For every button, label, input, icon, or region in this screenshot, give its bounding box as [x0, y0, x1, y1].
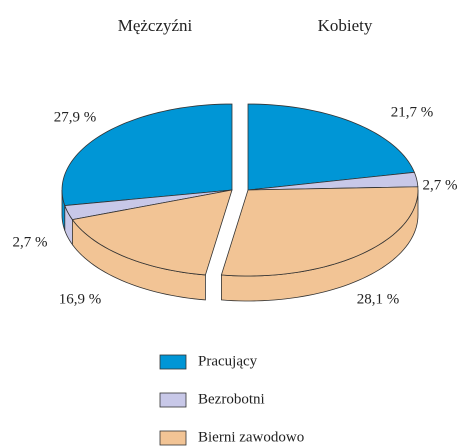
data-label: 28,1 %: [357, 291, 400, 307]
series-title: Mężczyźni: [118, 16, 193, 35]
legend-label: Bierni zawodowo: [198, 429, 304, 445]
slice: [247, 103, 415, 191]
legend-swatch: [159, 430, 187, 446]
slice: [247, 171, 419, 191]
legend-swatch: [159, 354, 187, 370]
legend-label: Bezrobotni: [198, 391, 265, 407]
data-label: 2,7 %: [13, 234, 48, 250]
data-label: 16,9 %: [59, 291, 102, 307]
data-label: 21,7 %: [391, 104, 434, 120]
data-label: 2,7 %: [423, 177, 458, 193]
slice: [71, 189, 233, 276]
slice: [61, 103, 233, 207]
data-label: 27,9 %: [54, 109, 97, 125]
legend-swatch: [159, 392, 187, 408]
slice: [220, 186, 419, 277]
legend-label: Pracujący: [198, 353, 258, 369]
series-title: Kobiety: [318, 16, 373, 35]
